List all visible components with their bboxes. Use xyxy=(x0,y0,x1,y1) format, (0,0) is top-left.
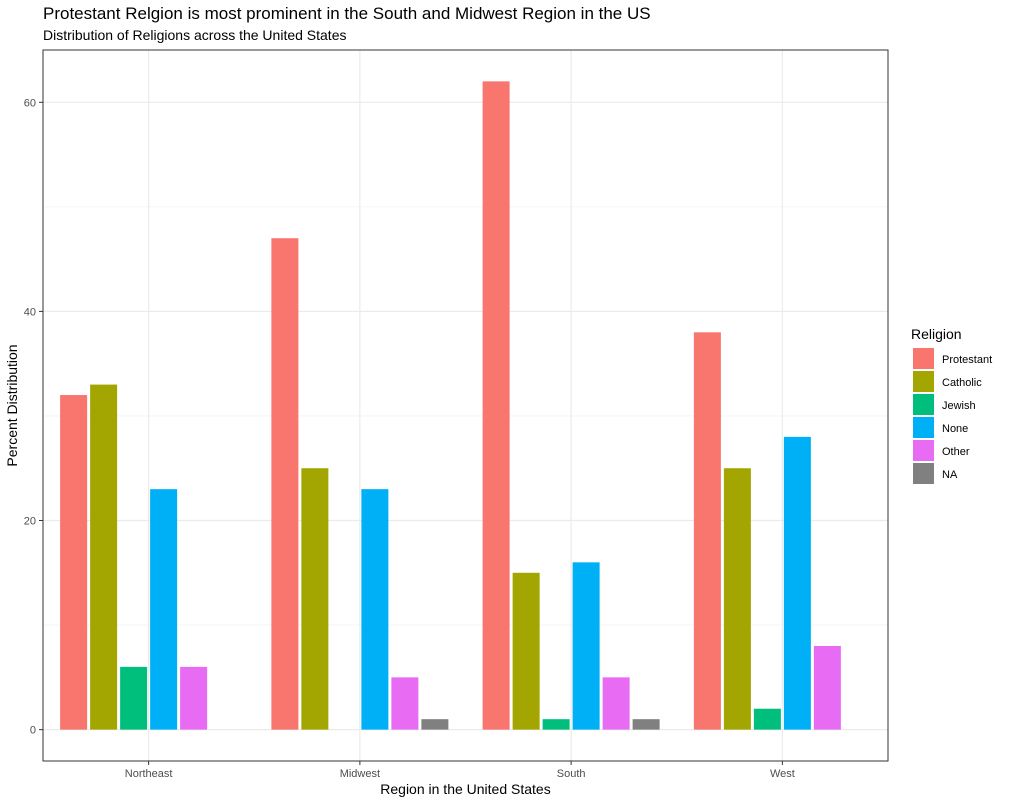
x-tick-label: West xyxy=(770,768,795,780)
bar-other-south xyxy=(602,677,630,730)
bar-protestant-midwest xyxy=(271,238,299,730)
bar-protestant-northeast xyxy=(60,395,88,730)
chart-subtitle: Distribution of Religions across the Uni… xyxy=(43,27,347,43)
bar-other-midwest xyxy=(391,677,419,730)
bar-catholic-west xyxy=(723,468,751,730)
bar-catholic-northeast xyxy=(90,384,118,730)
x-axis-title: Region in the United States xyxy=(380,781,550,797)
bar-protestant-west xyxy=(693,332,721,730)
legend-key-jewish xyxy=(913,394,934,415)
x-tick-label: Northeast xyxy=(125,768,173,780)
legend-label-protestant: Protestant xyxy=(942,354,992,366)
bar-na-midwest xyxy=(421,719,449,730)
legend-label-other: Other xyxy=(942,446,970,458)
bar-none-northeast xyxy=(150,489,178,730)
y-tick-label: 60 xyxy=(24,97,36,109)
legend-key-na xyxy=(913,463,934,484)
bar-none-south xyxy=(572,562,600,730)
legend-key-catholic xyxy=(913,371,934,392)
x-axis: Northeast Midwest South West xyxy=(125,761,795,780)
legend-title: Religion xyxy=(911,326,962,342)
plot-panel-border xyxy=(42,49,889,762)
legend-key-protestant xyxy=(913,348,934,369)
legend: Religion Protestant Catholic Jewish None Oth… xyxy=(911,326,992,484)
legend-label-jewish: Jewish xyxy=(942,400,976,412)
bar-none-west xyxy=(783,436,811,730)
legend-label-na: NA xyxy=(942,469,958,481)
bar-catholic-south xyxy=(512,572,540,730)
legend-label-none: None xyxy=(942,423,968,435)
y-tick-label: 20 xyxy=(24,516,36,528)
y-axis: 0 20 40 60 xyxy=(24,97,43,737)
bars xyxy=(60,81,841,730)
legend-key-other xyxy=(913,440,934,461)
y-tick-label: 40 xyxy=(24,306,36,318)
y-tick-label: 0 xyxy=(30,725,36,737)
x-tick-label: South xyxy=(557,768,586,780)
bar-catholic-midwest xyxy=(301,468,329,730)
legend-key-none xyxy=(913,417,934,438)
bar-none-midwest xyxy=(361,489,389,730)
bar-other-northeast xyxy=(180,666,208,730)
bar-other-west xyxy=(813,645,841,730)
bar-jewish-south xyxy=(542,719,570,730)
bar-jewish-northeast xyxy=(120,666,148,730)
bar-protestant-south xyxy=(482,81,510,730)
bar-jewish-west xyxy=(753,708,781,730)
chart-title: Protestant Relgion is most prominent in … xyxy=(43,4,651,23)
bar-na-south xyxy=(632,719,660,730)
y-axis-title: Percent Distribution xyxy=(4,344,20,466)
legend-label-catholic: Catholic xyxy=(942,377,982,389)
x-tick-label: Midwest xyxy=(340,768,380,780)
